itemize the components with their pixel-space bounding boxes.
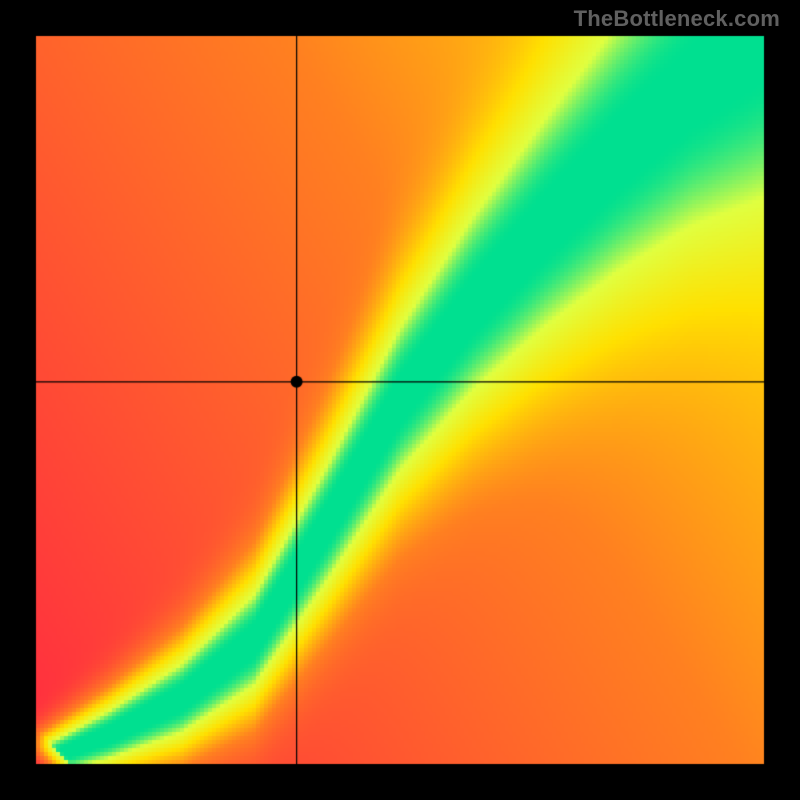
heatmap-canvas xyxy=(0,0,800,800)
chart-container: TheBottleneck.com xyxy=(0,0,800,800)
watermark-text: TheBottleneck.com xyxy=(574,6,780,32)
